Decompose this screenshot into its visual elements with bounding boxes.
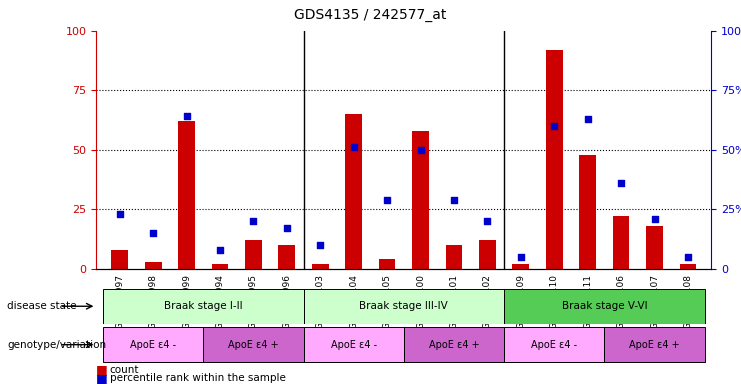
Point <box>482 218 494 224</box>
Point <box>348 144 359 151</box>
Point <box>415 147 427 153</box>
Bar <box>579 154 596 269</box>
Text: ApoE ε4 +: ApoE ε4 + <box>228 339 279 350</box>
Text: genotype/variation: genotype/variation <box>7 339 107 350</box>
Point <box>214 247 226 253</box>
Text: count: count <box>110 365 139 375</box>
Bar <box>479 240 496 269</box>
Bar <box>245 240 262 269</box>
Text: ApoE ε4 -: ApoE ε4 - <box>330 339 376 350</box>
Point <box>314 242 326 248</box>
Text: ■: ■ <box>96 372 108 384</box>
Bar <box>605 327 705 362</box>
Point <box>615 180 627 186</box>
Bar <box>103 289 304 324</box>
Bar <box>212 264 228 269</box>
Bar <box>111 250 128 269</box>
Text: Braak stage I-II: Braak stage I-II <box>164 301 242 311</box>
Point <box>582 116 594 122</box>
Bar <box>304 327 404 362</box>
Text: ApoE ε4 -: ApoE ε4 - <box>130 339 176 350</box>
Text: GDS4135 / 242577_at: GDS4135 / 242577_at <box>294 8 447 22</box>
Bar <box>144 262 162 269</box>
Bar <box>345 114 362 269</box>
Text: ApoE ε4 -: ApoE ε4 - <box>531 339 577 350</box>
Text: ApoE ε4 +: ApoE ε4 + <box>629 339 679 350</box>
Point <box>247 218 259 224</box>
Point <box>448 197 460 203</box>
Text: percentile rank within the sample: percentile rank within the sample <box>110 373 285 383</box>
Bar <box>513 264 529 269</box>
Bar <box>404 327 504 362</box>
Bar <box>103 327 203 362</box>
Bar <box>679 264 697 269</box>
Bar <box>203 327 304 362</box>
Point <box>648 216 660 222</box>
Point <box>181 113 193 119</box>
Text: ■: ■ <box>96 363 108 376</box>
Bar <box>646 226 663 269</box>
Bar <box>445 245 462 269</box>
Bar <box>504 289 705 324</box>
Text: ApoE ε4 +: ApoE ε4 + <box>429 339 479 350</box>
Bar <box>613 217 629 269</box>
Bar <box>279 245 295 269</box>
Bar <box>504 327 605 362</box>
Bar <box>546 50 562 269</box>
Point <box>114 211 126 217</box>
Text: Braak stage V-VI: Braak stage V-VI <box>562 301 647 311</box>
Point <box>515 254 527 260</box>
Bar <box>412 131 429 269</box>
Point <box>381 197 393 203</box>
Point <box>281 225 293 232</box>
Point <box>682 254 694 260</box>
Text: disease state: disease state <box>7 301 77 311</box>
Bar <box>179 121 195 269</box>
Bar <box>304 289 504 324</box>
Point <box>147 230 159 236</box>
Bar <box>312 264 329 269</box>
Bar <box>379 259 396 269</box>
Point <box>548 123 560 129</box>
Text: Braak stage III-IV: Braak stage III-IV <box>359 301 448 311</box>
